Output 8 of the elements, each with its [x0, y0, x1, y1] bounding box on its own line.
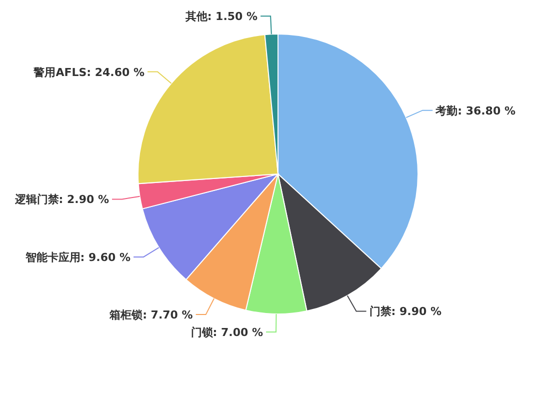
slice-label: 警用AFLS: 24.60 % [32, 66, 145, 79]
slice-label: 考勤: 36.80 % [434, 104, 516, 118]
slice-label: 其他: 1.50 % [184, 10, 258, 24]
slice-label: 逻辑门禁: 2.90 % [14, 193, 110, 206]
slice-label: 门禁: 9.90 % [369, 305, 442, 318]
slice-label: 门锁: 7.00 % [190, 326, 264, 339]
slice-label: 智能卡应用: 9.60 % [24, 250, 131, 264]
slice-label: 箱柜锁: 7.70 % [108, 308, 193, 322]
